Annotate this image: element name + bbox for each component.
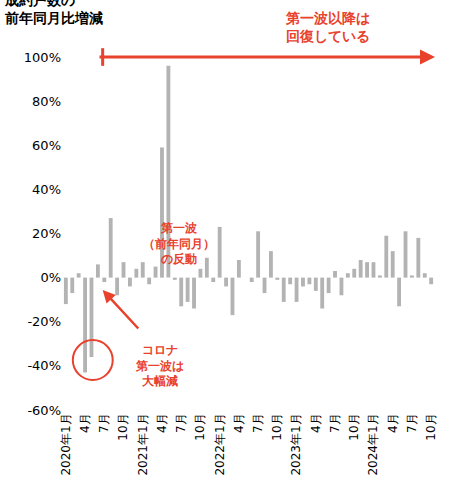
svg-text:4月: 4月 xyxy=(309,413,323,433)
svg-text:成約戸数の前年同月比増減: 成約戸数の前年同月比増減 xyxy=(4,0,103,26)
svg-text:10月: 10月 xyxy=(270,413,284,440)
svg-text:-60%: -60% xyxy=(27,403,61,418)
svg-text:4月: 4月 xyxy=(78,413,92,433)
svg-text:20%: 20% xyxy=(32,226,61,241)
svg-text:2022年1月: 2022年1月 xyxy=(213,413,227,475)
svg-text:10月: 10月 xyxy=(193,413,207,440)
svg-text:60%: 60% xyxy=(32,138,61,153)
svg-text:10月: 10月 xyxy=(116,413,130,440)
svg-text:80%: 80% xyxy=(32,94,61,109)
svg-text:10月: 10月 xyxy=(424,413,438,440)
svg-text:7月: 7月 xyxy=(251,413,265,433)
svg-text:4月: 4月 xyxy=(386,413,400,433)
svg-text:2024年1月: 2024年1月 xyxy=(366,413,380,475)
svg-text:4月: 4月 xyxy=(155,413,169,433)
svg-text:4月: 4月 xyxy=(232,413,246,433)
svg-text:第一波（前年同月）の反動: 第一波（前年同月）の反動 xyxy=(143,221,215,266)
svg-text:-20%: -20% xyxy=(27,314,61,329)
svg-text:7月: 7月 xyxy=(328,413,342,433)
svg-text:第一波以降は回復している: 第一波以降は回復している xyxy=(285,10,370,44)
svg-text:10月: 10月 xyxy=(347,413,361,440)
svg-text:-40%: -40% xyxy=(27,358,61,373)
svg-text:7月: 7月 xyxy=(174,413,188,433)
svg-text:100%: 100% xyxy=(24,50,61,65)
svg-text:0%: 0% xyxy=(40,270,61,285)
svg-text:40%: 40% xyxy=(32,182,61,197)
svg-text:2023年1月: 2023年1月 xyxy=(289,413,303,475)
svg-text:コロナ第一波は大幅減: コロナ第一波は大幅減 xyxy=(135,343,184,388)
svg-text:2021年1月: 2021年1月 xyxy=(136,413,150,475)
svg-text:7月: 7月 xyxy=(97,413,111,433)
svg-text:7月: 7月 xyxy=(405,413,419,433)
svg-text:2020年1月: 2020年1月 xyxy=(59,413,73,475)
